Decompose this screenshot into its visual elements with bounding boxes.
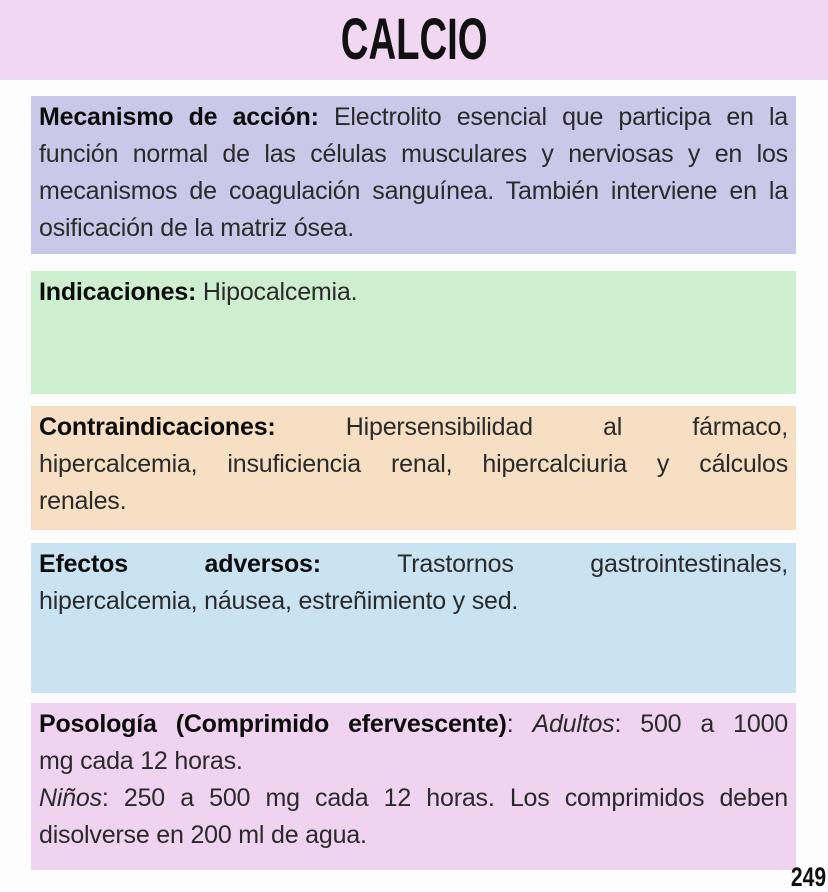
section-posologia: Posología (Comprimido efervescente): Adu… (31, 703, 796, 870)
page-title: CALCIO (340, 7, 488, 72)
section-text: : 500 a 1000 (614, 710, 788, 738)
text-line: función normal de las células musculares… (39, 140, 788, 168)
text-line: renales. (39, 487, 127, 515)
section-contraindicaciones: Contraindicaciones: Hipersensibilidad al… (31, 406, 796, 530)
text-line: Contraindicaciones: Hipersensibilidad al… (39, 409, 788, 446)
section-text: : (506, 710, 514, 738)
section-text: Electrolito esencial que participa en la (333, 103, 789, 131)
section-efectos-adversos: Efectos adversos: Trastornos gastrointes… (31, 543, 796, 693)
text-line: mecanismos de coagulación sanguínea. Tam… (39, 177, 788, 205)
section-label: Posología (Comprimido efervescente) (39, 710, 507, 738)
text-line: Efectos adversos: Trastornos gastrointes… (39, 546, 788, 583)
text-line: hipercalcemia, insuficiencia renal, hipe… (39, 450, 788, 478)
adultos-label: Adultos (532, 710, 615, 738)
page-number: 249 (790, 862, 826, 892)
header-banner: CALCIO (0, 0, 828, 80)
section-label: Indicaciones: (39, 278, 197, 306)
section-text: Hipocalcemia. (202, 278, 358, 306)
section-label: Contraindicaciones: (39, 413, 276, 441)
section-text: : 250 a 500 mg cada 12 horas. Los compri… (101, 784, 788, 812)
section-text: Hipersensibilidad al fármaco, (345, 413, 789, 441)
section-label: Efectos adversos: (39, 550, 321, 578)
text-line: osificación de la matriz ósea. (39, 214, 354, 242)
section-label: Mecanismo de acción: (39, 103, 319, 131)
card-body: Mecanismo de acción: Electrolito esencia… (31, 96, 796, 870)
text-line: Niños: 250 a 500 mg cada 12 horas. Los c… (39, 780, 788, 817)
section-indicaciones: Indicaciones: Hipocalcemia. (31, 271, 796, 394)
text-line: Mecanismo de acción: Electrolito esencia… (39, 99, 788, 136)
text-line: hipercalcemia, náusea, estreñimiento y s… (39, 587, 519, 615)
text-line: Posología (Comprimido efervescente): Adu… (39, 706, 788, 743)
section-mecanismo-de-accion: Mecanismo de acción: Electrolito esencia… (31, 96, 796, 254)
text-line: Indicaciones: Hipocalcemia. (39, 274, 788, 311)
ninos-label: Niños (39, 784, 102, 812)
section-text: Trastornos gastrointestinales, (397, 550, 788, 578)
text-line: mg cada 12 horas. (39, 747, 243, 775)
text-line: disolverse en 200 ml de agua. (39, 821, 367, 849)
